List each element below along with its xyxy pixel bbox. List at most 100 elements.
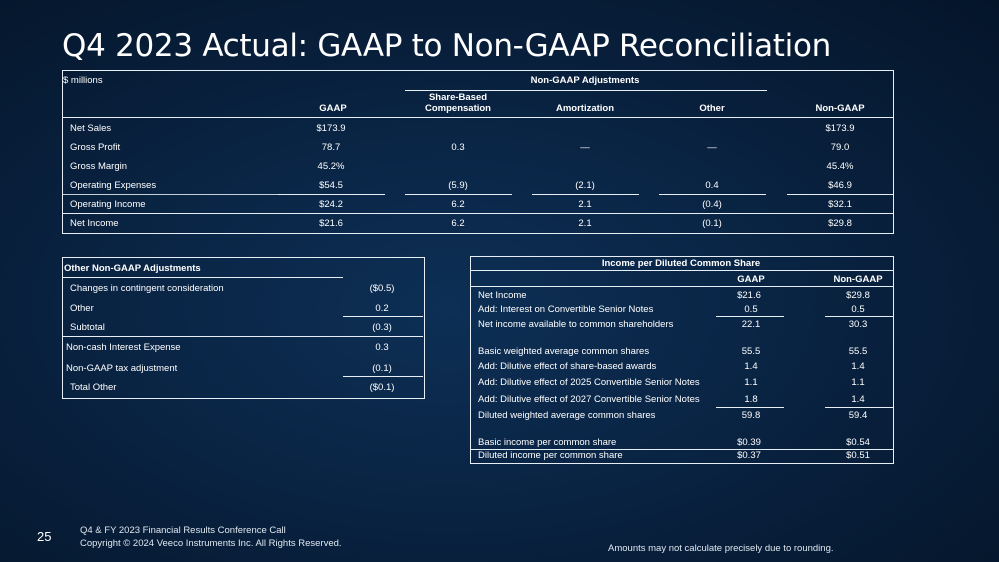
cell-gaap: $0.39 <box>737 437 761 448</box>
subtotal-rule <box>787 194 894 195</box>
row-value: ($0.5) <box>369 283 395 294</box>
row-label: Net Sales <box>70 123 112 134</box>
cell-sbc: 6.2 <box>451 199 465 210</box>
row-label: Changes in contingent consideration <box>70 283 224 294</box>
row-label: Non-GAAP tax adjustment <box>66 363 178 374</box>
row-label: Diluted income per common share <box>478 450 623 461</box>
cell-amortization: 2.1 <box>578 218 592 229</box>
cell-non-gaap: $29.8 <box>828 218 852 229</box>
row-label: Operating Income <box>70 199 146 210</box>
col-header-sbc-line2: Compensation <box>425 103 491 114</box>
row-label: Add: Dilutive effect of share-based awar… <box>478 361 657 372</box>
col-header-amortization: Amortization <box>555 103 615 114</box>
row-label: Subtotal <box>70 322 105 333</box>
row-separator <box>62 194 278 195</box>
header-bottom-rule <box>62 117 893 118</box>
header-rule <box>470 270 893 271</box>
cell-gaap: $24.2 <box>319 199 343 210</box>
cell-non-gaap: 1.1 <box>851 377 865 388</box>
cell-gaap: 1.4 <box>744 361 758 372</box>
cell-sbc: 6.2 <box>451 218 465 229</box>
cell-non-gaap: 79.0 <box>830 142 850 153</box>
header-rule <box>62 277 343 278</box>
row-label: Net Income <box>70 218 119 229</box>
cell-gaap: 55.5 <box>741 346 761 357</box>
cell-amortization: — <box>580 142 590 153</box>
row-label: Net Income <box>478 290 527 301</box>
subtotal-rule <box>278 194 385 195</box>
cell-non-gaap: $173.9 <box>825 123 855 134</box>
row-value: 0.3 <box>375 342 389 353</box>
subtotal-rule <box>825 316 893 317</box>
eps-table-header: Income per Diluted Common Share <box>601 258 761 269</box>
cell-gaap: 59.8 <box>741 410 761 421</box>
page-title: Q4 2023 Actual: GAAP to Non-GAAP Reconci… <box>62 28 831 64</box>
cell-non-gaap: 30.3 <box>848 319 868 330</box>
row-value: (0.1) <box>372 363 392 374</box>
other-adjustments-table <box>62 257 425 399</box>
row-value: (0.3) <box>372 322 392 333</box>
cell-non-gaap: $46.9 <box>828 180 852 191</box>
cell-other: — <box>707 142 717 153</box>
cell-sbc: (5.9) <box>448 180 468 191</box>
adjustments-group-header: Non-GAAP Adjustments <box>530 75 640 86</box>
cell-gaap: 1.8 <box>744 394 758 405</box>
other-adjustments-header: Other Non-GAAP Adjustments <box>64 263 201 274</box>
col-header-sbc-line1: Share-Based <box>428 92 488 103</box>
cell-other: (0.1) <box>702 218 722 229</box>
footer-event-title: Q4 & FY 2023 Financial Results Conferenc… <box>80 525 286 536</box>
row-separator <box>470 449 893 450</box>
eps-col-header-gaap: GAAP <box>737 274 765 285</box>
cell-non-gaap: 59.4 <box>848 410 868 421</box>
cell-non-gaap: 55.5 <box>848 346 868 357</box>
cell-non-gaap: 1.4 <box>851 361 865 372</box>
row-label: Add: Dilutive effect of 2027 Convertible… <box>478 394 700 405</box>
cell-non-gaap: $0.54 <box>846 437 870 448</box>
cell-gaap: 22.1 <box>741 319 761 330</box>
col-header-other: Other <box>699 103 725 114</box>
units-label: $ millions <box>63 75 103 86</box>
row-value: 0.2 <box>375 303 389 314</box>
row-label: Diluted weighted average common shares <box>478 410 656 421</box>
cell-non-gaap: 0.5 <box>851 304 865 315</box>
row-value: ($0.1) <box>369 382 395 393</box>
eps-table <box>470 256 894 464</box>
cell-gaap: $173.9 <box>316 123 346 134</box>
rounding-note: Amounts may not calculate precisely due … <box>608 543 834 554</box>
cell-non-gaap: $29.8 <box>846 290 870 301</box>
row-label: Other <box>70 303 94 314</box>
group-header-rule <box>405 90 767 91</box>
row-label: Gross Margin <box>70 161 128 172</box>
cell-gaap: $21.6 <box>319 218 343 229</box>
row-separator <box>62 213 893 214</box>
row-separator <box>62 336 423 337</box>
row-label: Basic weighted average common shares <box>478 346 650 357</box>
subtotal-rule <box>825 407 893 408</box>
cell-non-gaap: $32.1 <box>828 199 852 210</box>
cell-non-gaap: 45.4% <box>826 161 854 172</box>
row-label: Operating Expenses <box>70 180 157 191</box>
subtotal-rule <box>405 194 512 195</box>
subtotal-rule <box>532 194 639 195</box>
cell-other: 0.4 <box>705 180 719 191</box>
cell-gaap: 0.5 <box>744 304 758 315</box>
cell-non-gaap: 1.4 <box>851 394 865 405</box>
row-label: Add: Dilutive effect of 2025 Convertible… <box>478 377 700 388</box>
cell-amortization: (2.1) <box>575 180 595 191</box>
cell-gaap: 78.7 <box>321 142 341 153</box>
cell-other: (0.4) <box>702 199 722 210</box>
row-label: Basic income per common share <box>478 437 617 448</box>
subtotal-rule <box>343 316 423 317</box>
row-label: Non-cash Interest Expense <box>66 342 181 353</box>
row-label: Total Other <box>70 382 117 393</box>
column-header-rule <box>470 286 893 287</box>
footer-copyright: Copyright © 2024 Veeco Instruments Inc. … <box>80 538 342 549</box>
reconciliation-table <box>62 70 894 234</box>
row-label: Add: Interest on Convertible Senior Note… <box>478 304 654 315</box>
subtotal-rule <box>343 376 423 377</box>
col-header-gaap: GAAP <box>319 103 347 114</box>
cell-gaap: $54.5 <box>319 180 343 191</box>
eps-col-header-non-gaap: Non-GAAP <box>833 274 883 285</box>
row-label: Gross Profit <box>70 142 121 153</box>
subtotal-rule <box>716 316 784 317</box>
